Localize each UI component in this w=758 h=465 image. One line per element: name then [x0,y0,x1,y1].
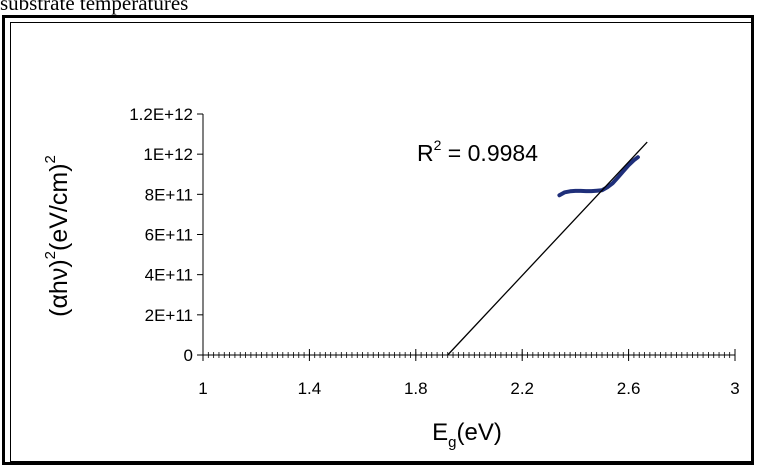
x-tick-label: 1.8 [404,379,428,398]
y-axis-label-part1: (αhν) [45,259,73,317]
y-axis-label: (αhν)2(eV/cm)2 [42,155,73,317]
y-tick-label: 1E+12 [143,145,193,164]
x-tick-label: 2.2 [510,379,534,398]
x-axis-label-unit: (eV) [457,419,502,446]
x-axis-label: Eg(eV) [432,419,502,451]
caption-text: substrate temperatures [0,0,189,15]
series-group [447,141,648,356]
y-axis-label-part2: (eV/cm) [45,163,73,251]
r-squared-sup: 2 [434,137,442,153]
r-squared-r: R [417,140,434,166]
x-axis: 1 1.4 1.8 2.2 2.6 3 [198,349,740,398]
x-tick-label: 2.6 [617,379,641,398]
y-tick-label: 2E+11 [145,306,193,325]
y-tick-label: 8E+11 [145,185,193,204]
y-axis: 0 2E+11 4E+11 6E+11 8E+11 1E+12 1.2E+12 [129,105,204,365]
r-squared-value: = 0.9984 [441,140,538,166]
y-axis-label-sup2: 2 [42,155,59,163]
trendline [447,141,648,356]
y-axis-label-sup1: 2 [42,251,59,259]
x-tick-label: 1.4 [298,379,322,398]
x-tick-label: 1 [198,379,207,398]
y-tick-label: 6E+11 [145,226,193,245]
chart-svg: 0 2E+11 4E+11 6E+11 8E+11 1E+12 1.2E+12 1 1.4 1.… [42,105,740,451]
y-tick-label: 4E+11 [145,266,193,285]
x-tick-label: 3 [730,379,739,398]
x-axis-label-main: E [432,419,448,446]
y-tick-label: 1.2E+12 [129,105,193,124]
r-squared-annotation: R2 = 0.9984 [417,137,538,166]
x-axis-label-sub: g [448,434,456,451]
data-series-line [557,155,640,198]
y-tick-label: 0 [184,346,193,365]
